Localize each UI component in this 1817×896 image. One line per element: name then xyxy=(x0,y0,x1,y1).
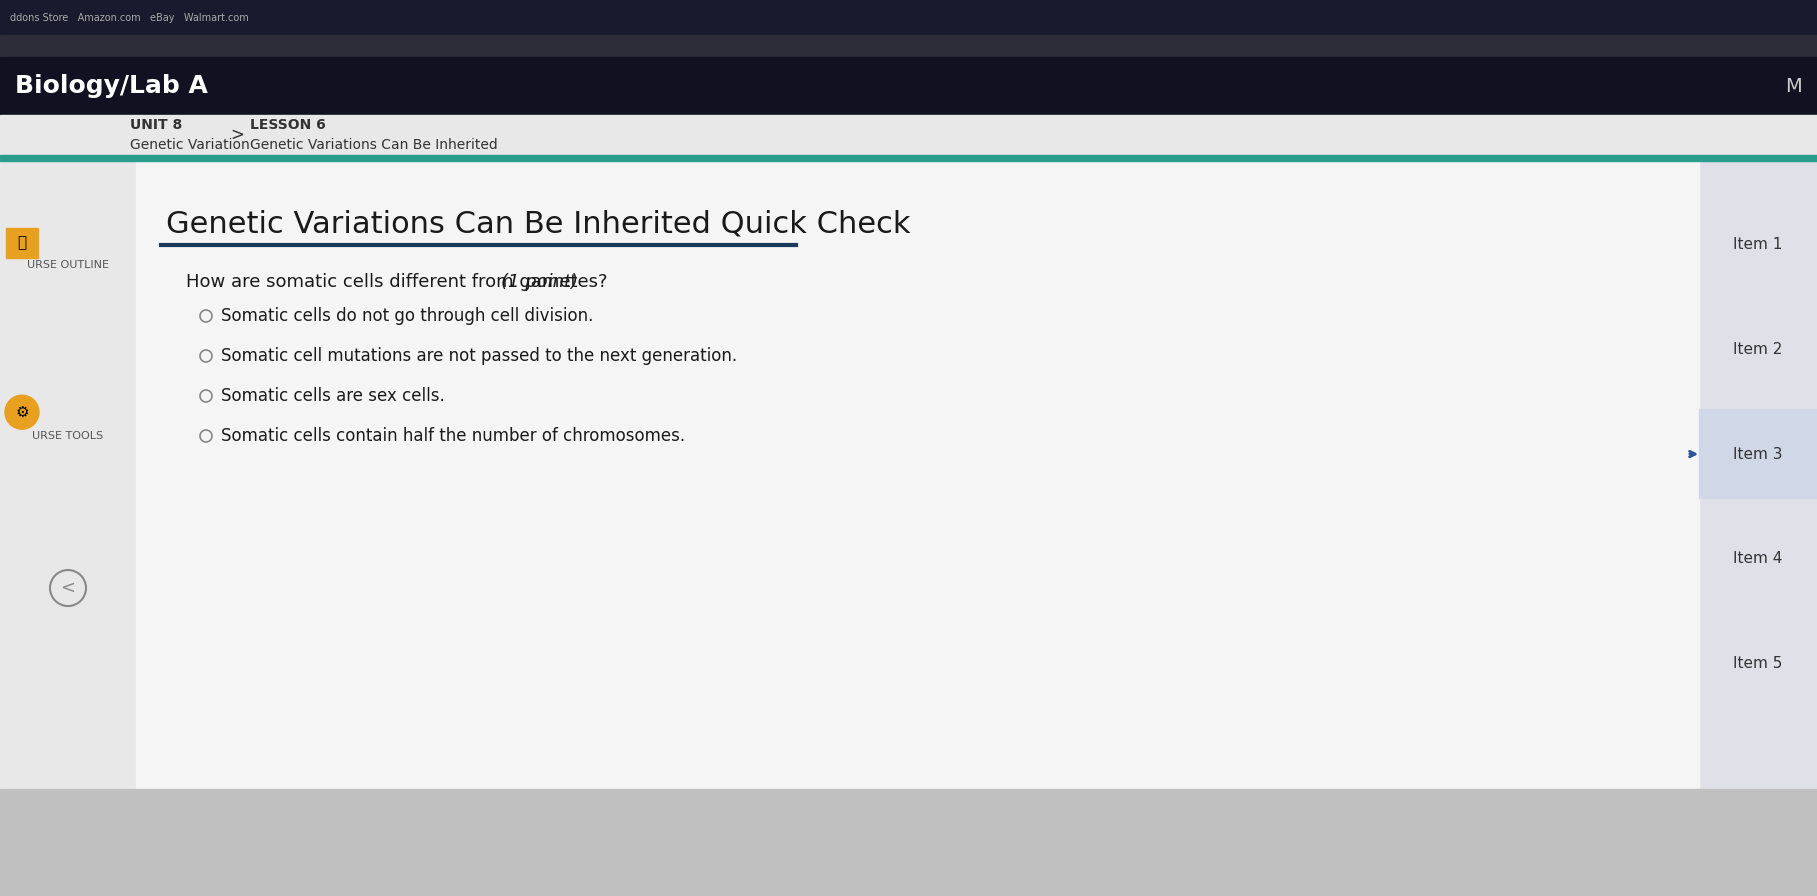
Bar xyxy=(0,0,1817,35)
Bar xyxy=(0,35,1817,57)
Text: >: > xyxy=(231,126,243,144)
Text: Item 2: Item 2 xyxy=(1733,342,1782,357)
Text: Item 3: Item 3 xyxy=(1733,446,1782,461)
Text: M: M xyxy=(1786,76,1802,96)
Text: Somatic cell mutations are not passed to the next generation.: Somatic cell mutations are not passed to… xyxy=(222,347,738,365)
Text: Genetic Variation: Genetic Variation xyxy=(131,138,249,152)
Text: URSE OUTLINE: URSE OUTLINE xyxy=(27,260,109,270)
Text: 📋: 📋 xyxy=(18,235,27,250)
Text: Somatic cells contain half the number of chromosomes.: Somatic cells contain half the number of… xyxy=(222,427,685,445)
Text: (1 point): (1 point) xyxy=(501,273,578,291)
Text: ⚙: ⚙ xyxy=(15,405,29,419)
Bar xyxy=(1699,161,1817,789)
Text: UNIT 8: UNIT 8 xyxy=(131,118,182,132)
Text: URSE TOOLS: URSE TOOLS xyxy=(33,431,104,441)
Text: LESSON 6: LESSON 6 xyxy=(251,118,325,132)
Text: How are somatic cells different from gametes?: How are somatic cells different from gam… xyxy=(185,273,620,291)
Bar xyxy=(0,115,1817,155)
Circle shape xyxy=(5,395,38,429)
Text: Item 5: Item 5 xyxy=(1733,656,1782,671)
Bar xyxy=(0,155,1817,161)
Text: <: < xyxy=(60,579,76,597)
Text: Somatic cells are sex cells.: Somatic cells are sex cells. xyxy=(222,387,445,405)
Bar xyxy=(0,161,136,789)
Bar xyxy=(1699,409,1817,498)
Bar xyxy=(136,161,1699,789)
Text: Somatic cells do not go through cell division.: Somatic cells do not go through cell div… xyxy=(222,307,594,325)
Text: Genetic Variations Can Be Inherited: Genetic Variations Can Be Inherited xyxy=(251,138,498,152)
Bar xyxy=(5,228,38,258)
Text: Biology/Lab A: Biology/Lab A xyxy=(15,74,207,98)
Text: ddons Store   Amazon.com   eBay   Walmart.com: ddons Store Amazon.com eBay Walmart.com xyxy=(11,13,249,22)
Text: Genetic Variations Can Be Inherited Quick Check: Genetic Variations Can Be Inherited Quic… xyxy=(165,209,910,238)
Bar xyxy=(0,789,1817,896)
Text: Item 4: Item 4 xyxy=(1733,551,1782,566)
Text: Item 1: Item 1 xyxy=(1733,237,1782,253)
Bar xyxy=(0,57,1817,115)
